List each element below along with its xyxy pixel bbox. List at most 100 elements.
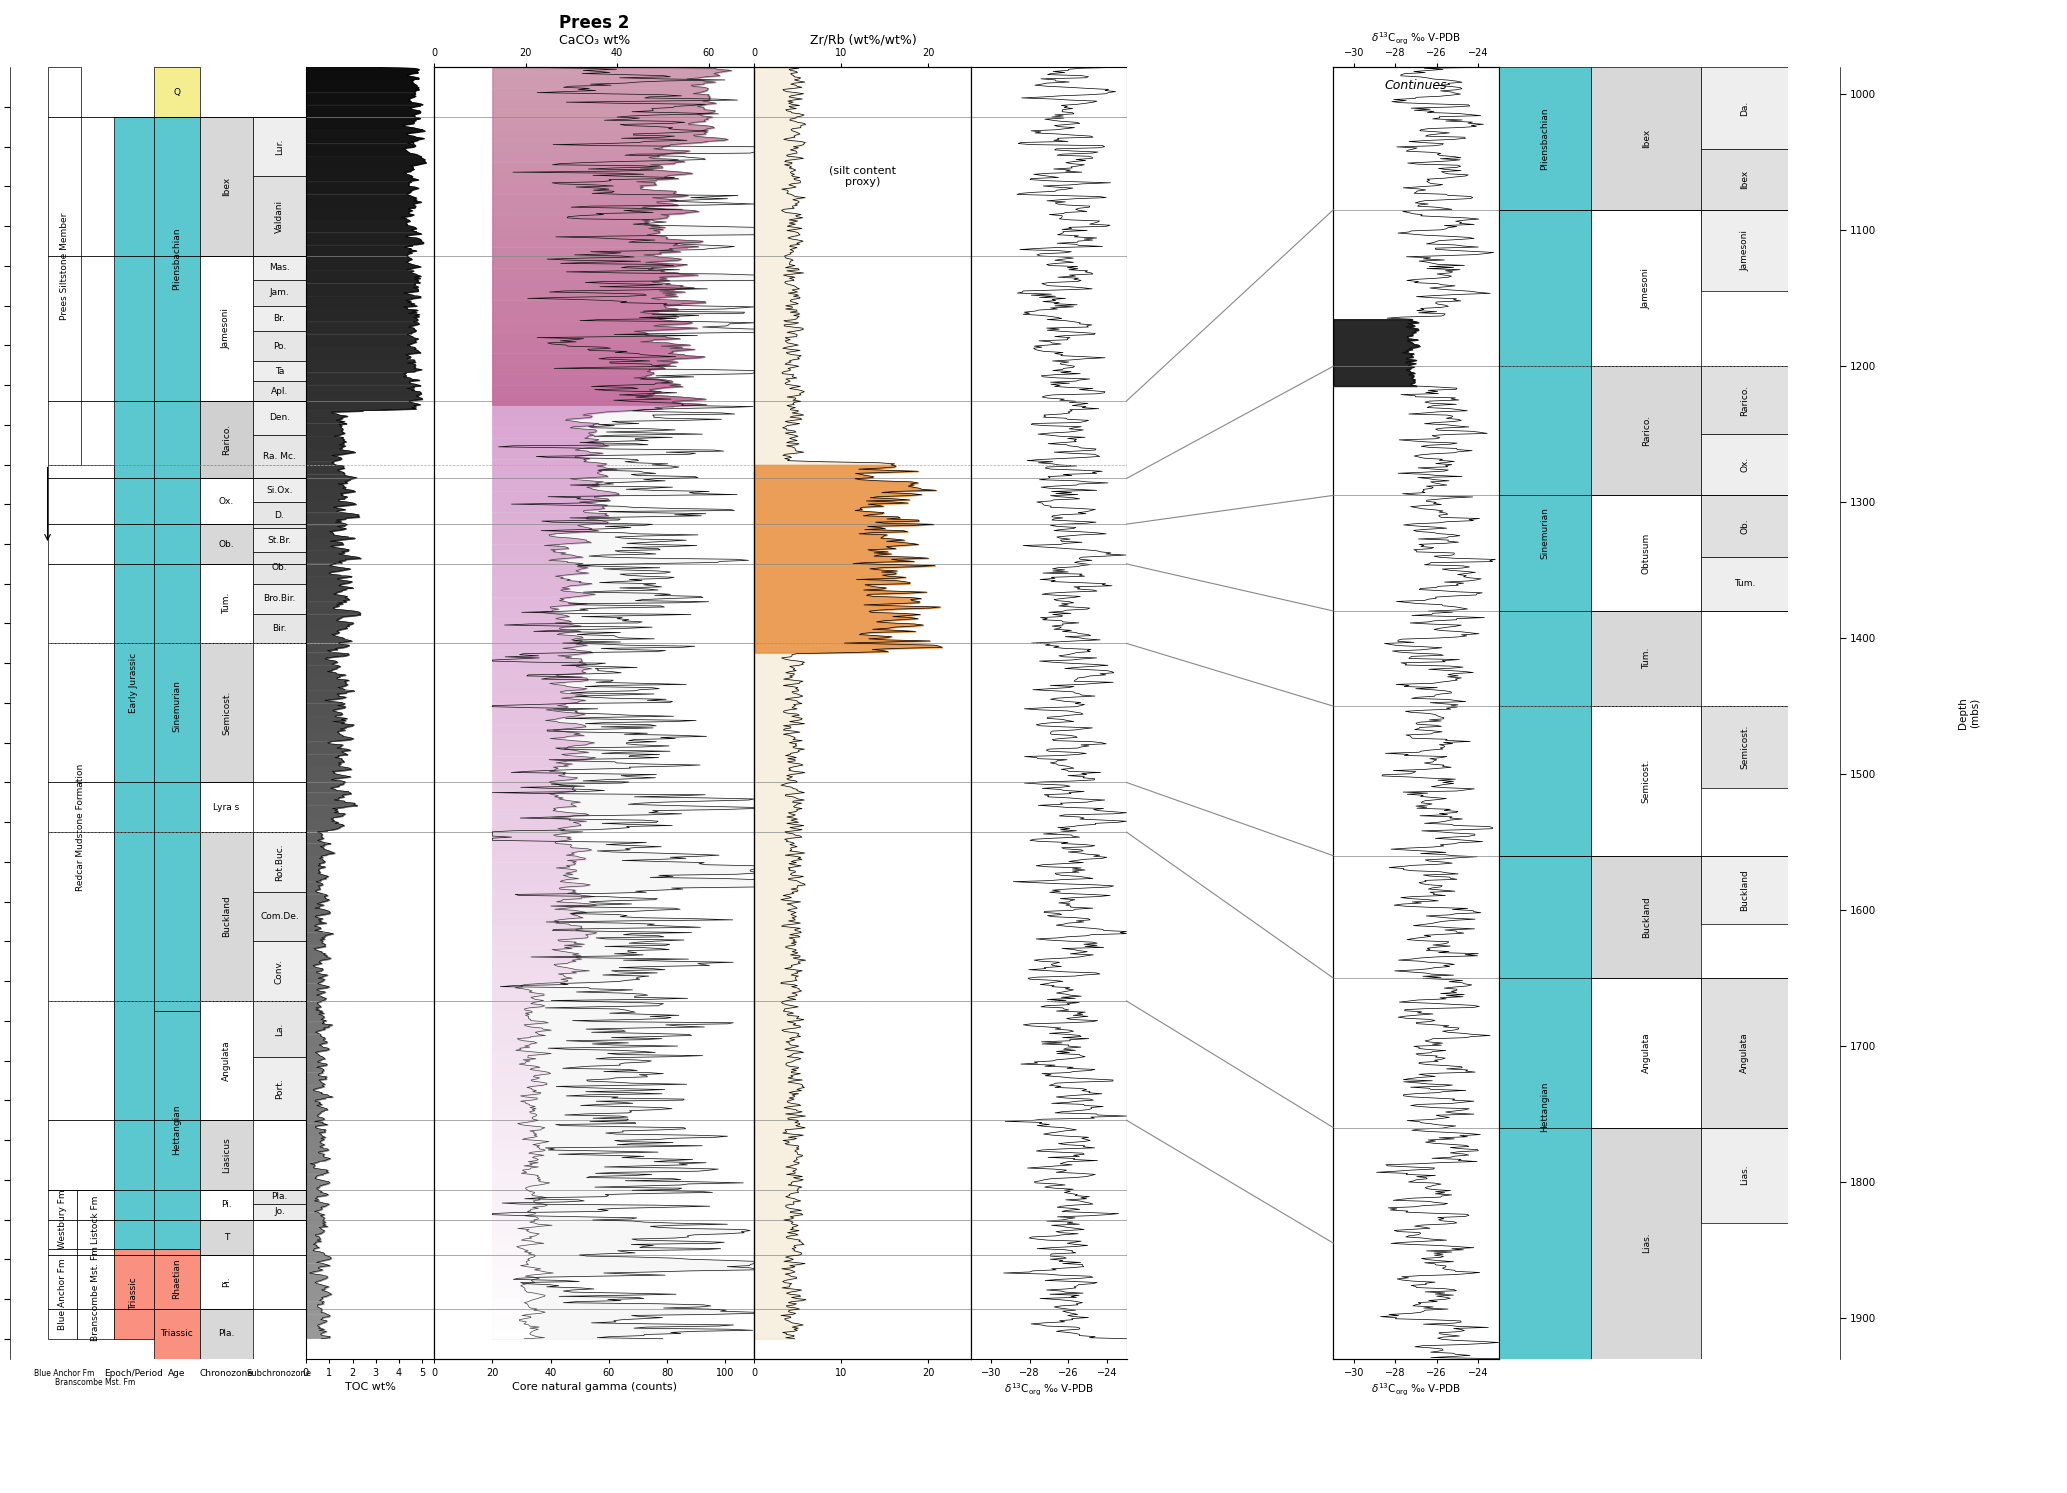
Text: Ta: Ta — [275, 367, 283, 376]
Text: Blue Anchor Fm: Blue Anchor Fm — [58, 1259, 66, 1330]
Bar — [200, 524, 252, 564]
Bar — [76, 1190, 114, 1250]
Text: Age: Age — [167, 1369, 186, 1378]
Bar — [252, 891, 306, 942]
Bar — [252, 176, 306, 255]
Bar — [1592, 67, 1701, 211]
Bar — [252, 331, 306, 361]
Bar — [200, 1120, 252, 1190]
Text: Branscombe Mst. Fm: Branscombe Mst. Fm — [56, 1378, 136, 1387]
Bar — [200, 1309, 252, 1359]
X-axis label: $\delta^{13}$C$_\mathrm{org}$ ‰ V-PDB: $\delta^{13}$C$_\mathrm{org}$ ‰ V-PDB — [1370, 1383, 1461, 1397]
Text: Jo.: Jo. — [275, 1208, 285, 1217]
Text: Mas.: Mas. — [269, 263, 289, 272]
Text: Buckland: Buckland — [221, 896, 232, 938]
Bar — [1701, 434, 1788, 496]
X-axis label: TOC wt%: TOC wt% — [345, 1383, 395, 1391]
Text: Epoch/Period: Epoch/Period — [103, 1369, 163, 1378]
Bar — [200, 564, 252, 643]
Text: Rarico.: Rarico. — [1641, 415, 1652, 446]
Bar — [200, 1220, 252, 1256]
Text: Westbury Fm: Westbury Fm — [58, 1190, 66, 1250]
Text: Chronozone: Chronozone — [200, 1369, 254, 1378]
Bar — [1499, 211, 1592, 855]
Text: Rot.Buc.: Rot.Buc. — [275, 844, 283, 881]
Bar — [252, 942, 306, 1000]
Text: Pla.: Pla. — [219, 1329, 234, 1338]
Bar — [252, 381, 306, 402]
Bar — [153, 1309, 200, 1359]
Text: Semicost.: Semicost. — [221, 691, 232, 735]
Text: Conv.: Conv. — [275, 959, 283, 984]
Bar — [252, 614, 306, 643]
Text: Angulata: Angulata — [221, 1041, 232, 1081]
Bar — [1701, 496, 1788, 557]
Bar — [1592, 366, 1701, 496]
Bar — [1701, 706, 1788, 788]
Bar — [1701, 149, 1788, 211]
Bar — [252, 832, 306, 891]
Bar — [200, 255, 252, 402]
Text: Bir.: Bir. — [273, 624, 287, 633]
Text: Po.: Po. — [273, 342, 285, 351]
Text: Jamesoni: Jamesoni — [1740, 230, 1749, 272]
Text: Hettangian: Hettangian — [1540, 1082, 1550, 1132]
Bar — [1701, 855, 1788, 924]
Text: Lur.: Lur. — [275, 139, 283, 155]
Text: Angulata: Angulata — [1641, 1033, 1652, 1073]
Text: T: T — [223, 1233, 229, 1242]
Bar — [200, 478, 252, 524]
Text: Subchronozone: Subchronozone — [246, 1369, 312, 1378]
Text: St.Br.: St.Br. — [267, 536, 291, 545]
Text: Lias.: Lias. — [1740, 1165, 1749, 1185]
Bar — [252, 116, 306, 176]
Bar — [1499, 855, 1592, 1359]
Text: Lyra s: Lyra s — [213, 803, 240, 812]
Text: Q: Q — [174, 88, 180, 97]
Text: Apl.: Apl. — [271, 387, 287, 396]
Bar — [114, 1250, 153, 1339]
Text: Hettangian: Hettangian — [172, 1105, 182, 1156]
Text: Rhaetian: Rhaetian — [172, 1259, 182, 1299]
Bar — [200, 1256, 252, 1309]
Text: Continues: Continues — [1385, 79, 1447, 91]
Text: Branscombe Mst. Fm: Branscombe Mst. Fm — [91, 1247, 99, 1342]
Bar — [252, 529, 306, 552]
Bar — [1701, 978, 1788, 1127]
Bar — [1701, 366, 1788, 434]
Text: Triassic: Triassic — [161, 1329, 192, 1338]
Text: Redcar Mudstone Formation: Redcar Mudstone Formation — [76, 763, 85, 891]
Text: Semicost.: Semicost. — [1740, 724, 1749, 769]
Text: Ibex: Ibex — [1740, 170, 1749, 190]
Text: Sinemurian: Sinemurian — [172, 679, 182, 732]
Text: Pi.: Pi. — [221, 1200, 232, 1209]
Text: Ox.: Ox. — [1740, 457, 1749, 472]
Bar — [252, 402, 306, 434]
Bar — [200, 832, 252, 1000]
Text: Early Jurassic: Early Jurassic — [128, 652, 138, 714]
Text: Valdani: Valdani — [275, 200, 283, 233]
Text: Angulata: Angulata — [1740, 1033, 1749, 1073]
Bar — [200, 1190, 252, 1220]
Text: Ob.: Ob. — [219, 539, 234, 548]
Bar — [153, 67, 200, 116]
Bar — [48, 1250, 76, 1339]
Bar — [252, 306, 306, 331]
Text: Semicost.: Semicost. — [1641, 758, 1652, 803]
Bar — [48, 67, 81, 464]
Text: Ob.: Ob. — [1740, 518, 1749, 534]
Bar — [252, 1203, 306, 1220]
Text: Rarico.: Rarico. — [221, 424, 232, 455]
Bar — [1592, 211, 1701, 366]
Bar — [153, 116, 200, 402]
X-axis label: $\delta^{13}$C$_\mathrm{org}$ ‰ V-PDB: $\delta^{13}$C$_\mathrm{org}$ ‰ V-PDB — [1370, 31, 1461, 48]
Text: Obtusum: Obtusum — [1641, 533, 1652, 573]
Text: Br.: Br. — [273, 314, 285, 322]
Title: Prees 2: Prees 2 — [558, 15, 630, 33]
Bar — [252, 584, 306, 614]
Bar — [252, 361, 306, 381]
Text: Com.De.: Com.De. — [260, 912, 300, 921]
Bar — [1701, 1127, 1788, 1223]
Text: Ra. Mc.: Ra. Mc. — [263, 452, 296, 461]
Bar — [153, 1011, 200, 1250]
